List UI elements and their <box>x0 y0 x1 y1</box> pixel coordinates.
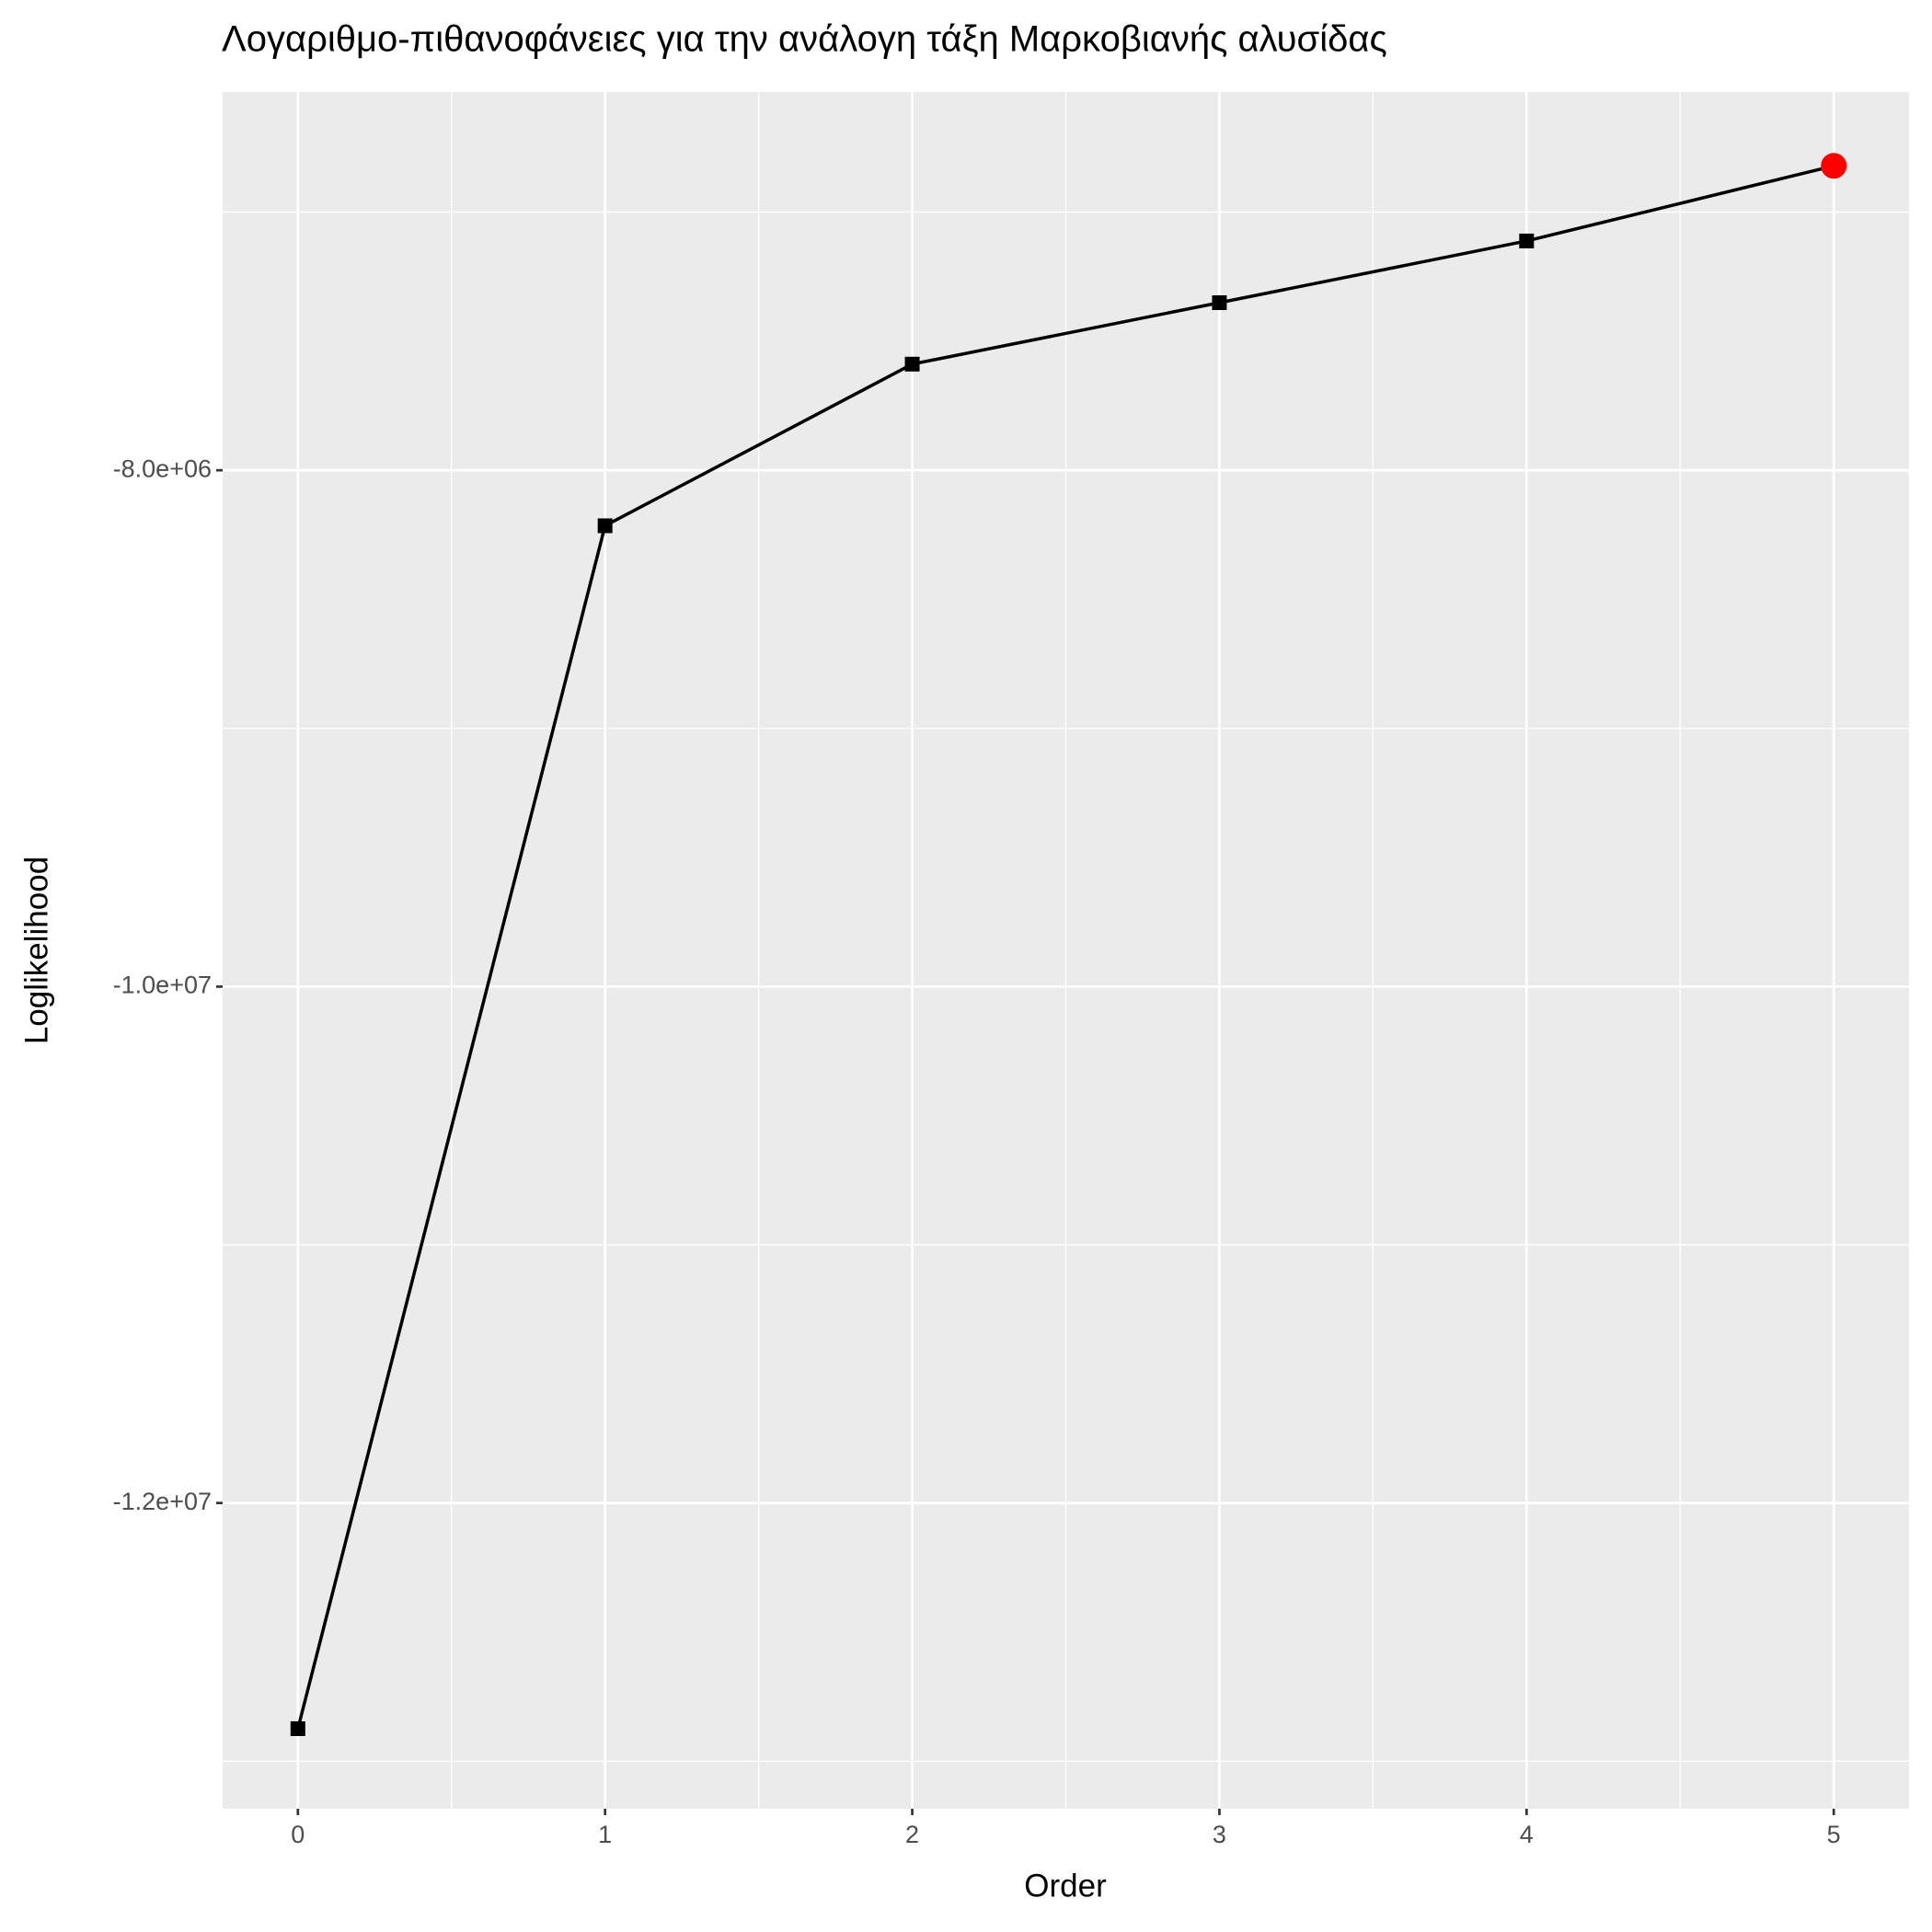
x-tick-label: 5 <box>1827 1821 1841 1848</box>
y-tick-label: -1.0e+07 <box>113 972 212 999</box>
line <box>296 164 1834 1730</box>
y-tick-label: -8.0e+06 <box>113 454 212 482</box>
y-tick-label: -1.2e+07 <box>113 1488 212 1515</box>
chart-title: Λογαριθμο-πιθανοφάνειες για την ανάλογη … <box>222 19 1387 60</box>
point <box>904 356 920 372</box>
point <box>1212 295 1227 311</box>
y-axis-title: Loglikelihood <box>18 857 54 1044</box>
x-tick-label: 2 <box>905 1821 919 1848</box>
point <box>290 1721 305 1737</box>
x-axis-title: Order <box>1024 1868 1107 1903</box>
point <box>597 518 613 534</box>
x-tick-label: 0 <box>291 1821 305 1848</box>
x-tick-label: 4 <box>1520 1821 1534 1848</box>
x-tick-label: 1 <box>598 1821 612 1848</box>
x-tick-label: 3 <box>1213 1821 1226 1848</box>
point <box>1519 233 1535 248</box>
highlight-point <box>1821 153 1847 179</box>
